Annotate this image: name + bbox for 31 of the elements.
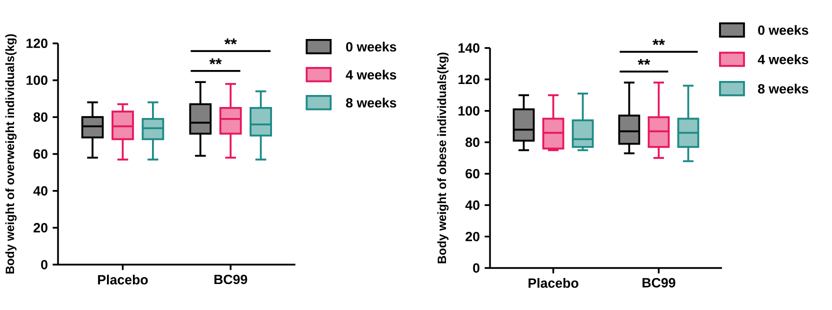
x-tick-label: Placebo bbox=[528, 278, 578, 288]
y-tick-label: 60 bbox=[466, 168, 480, 178]
y-tick-label: 100 bbox=[26, 76, 48, 85]
y-tick-label: 120 bbox=[26, 38, 48, 48]
y-tick-label: 40 bbox=[465, 200, 480, 210]
x-tick-label: BC99 bbox=[642, 278, 676, 288]
legend-label: 8 weeks bbox=[758, 84, 808, 94]
text: ** bbox=[652, 39, 665, 46]
annotation: ** bbox=[209, 58, 222, 64]
y-tick-label: 120 bbox=[458, 74, 480, 84]
legend-label: 4 weeks bbox=[758, 54, 808, 64]
y-tick-label: 40 bbox=[33, 186, 48, 196]
y-tick-label: 60 bbox=[34, 149, 48, 159]
y-tick-label: 0 bbox=[473, 263, 480, 273]
y-axis-title: Body weight of overweight individuals(kg) bbox=[5, 34, 17, 274]
y-tick-label: 100 bbox=[458, 106, 480, 116]
legend-label: 0 weeks bbox=[346, 42, 396, 52]
annotation: ** bbox=[638, 58, 650, 65]
y-tick-label: 20 bbox=[34, 223, 48, 232]
y-tick-label: 140 bbox=[458, 43, 480, 53]
x-tick-label: Placebo bbox=[98, 274, 148, 284]
y-tick-label: 20 bbox=[466, 232, 480, 242]
legend-label: 8 weeks bbox=[346, 98, 396, 108]
x-tick-label: BC99 bbox=[214, 274, 248, 284]
annotation: ** bbox=[224, 38, 237, 44]
legend-label: 4 weeks bbox=[346, 70, 396, 80]
y-tick-label: 0 bbox=[41, 260, 48, 270]
y-tick-label: 80 bbox=[34, 112, 48, 122]
legend-label: 0 weeks bbox=[758, 25, 808, 35]
y-axis-title: Body weight of obese individuals(kg) bbox=[437, 52, 449, 264]
y-tick-label: 80 bbox=[466, 138, 480, 147]
